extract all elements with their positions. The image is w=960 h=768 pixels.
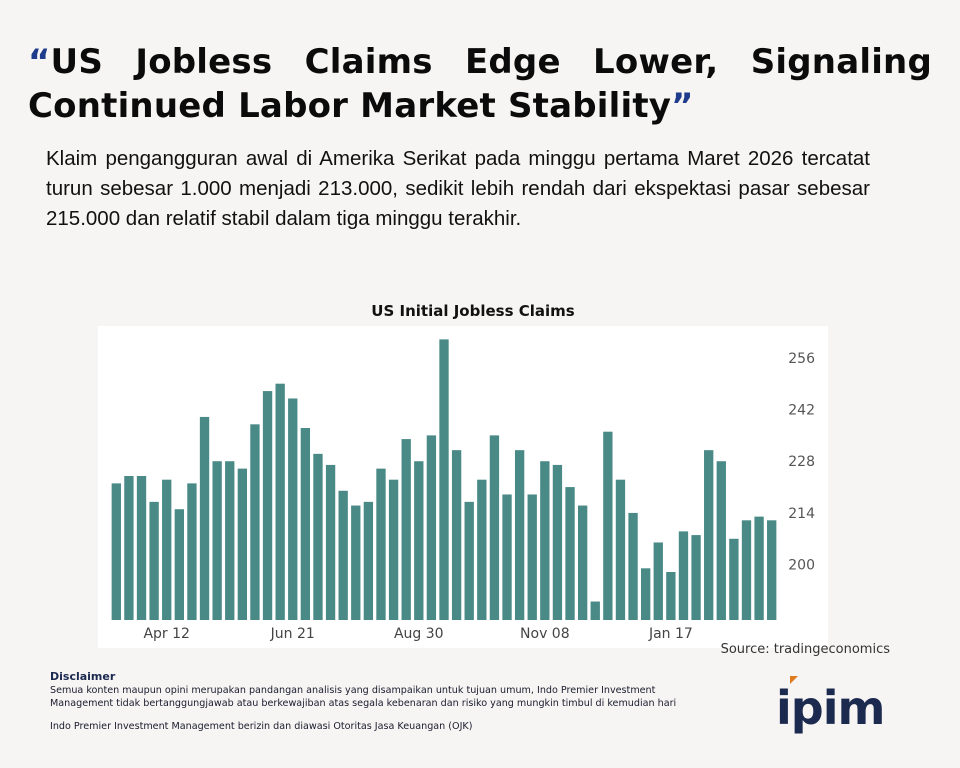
y-tick-label: 242 <box>788 403 815 419</box>
bar <box>300 428 311 620</box>
bar <box>275 383 285 620</box>
bar <box>754 516 764 620</box>
bar <box>124 476 134 620</box>
bar <box>741 520 752 620</box>
chart-title: US Initial Jobless Claims <box>371 302 575 320</box>
ipim-logo: ipim <box>776 676 885 735</box>
bar <box>187 483 197 620</box>
bar <box>653 542 663 620</box>
bar <box>514 450 525 620</box>
bar <box>628 512 638 620</box>
disclaimer: Disclaimer Semua konten maupun opini mer… <box>50 670 770 733</box>
source-label: Source: tradingeconomics <box>720 642 890 657</box>
bar <box>149 501 159 620</box>
bar <box>603 431 613 620</box>
bar <box>451 450 462 620</box>
bar <box>716 461 726 620</box>
bar <box>489 435 500 620</box>
disclaimer-title: Disclaimer <box>50 670 116 683</box>
disclaimer-line: Indo Premier Investment Management beriz… <box>50 721 473 732</box>
bar <box>162 479 172 620</box>
bar <box>288 398 298 620</box>
bar <box>439 339 449 620</box>
bar <box>704 450 714 620</box>
bar <box>502 494 512 620</box>
x-tick-label: Jan 17 <box>648 626 693 642</box>
bar <box>527 494 537 620</box>
bar <box>325 464 336 620</box>
bar <box>666 572 676 620</box>
bar <box>225 461 235 620</box>
bar <box>767 520 777 620</box>
bar <box>615 479 626 620</box>
disclaimer-line: Semua konten maupun opini merupakan pand… <box>50 685 656 696</box>
bar <box>237 468 248 620</box>
bar <box>401 439 411 620</box>
bar <box>136 476 147 620</box>
bar <box>729 538 739 620</box>
bar <box>414 461 424 620</box>
close-quote: ” <box>671 86 694 126</box>
bar <box>262 391 273 620</box>
bar <box>174 509 184 620</box>
bar <box>641 568 651 620</box>
x-tick-label: Nov 08 <box>520 626 570 642</box>
x-tick-label: Jun 21 <box>270 626 315 642</box>
bar <box>552 464 563 620</box>
bar <box>363 501 374 620</box>
lede-paragraph: Klaim pengangguran awal di Amerika Serik… <box>46 147 870 230</box>
bar <box>351 505 361 620</box>
bar <box>212 461 222 620</box>
bar <box>477 479 487 620</box>
bar <box>540 461 550 620</box>
y-tick-label: 200 <box>788 558 815 574</box>
bar <box>565 487 575 620</box>
y-tick-label: 214 <box>788 506 815 522</box>
headline-text: US Jobless Claims Edge Lower, Signaling … <box>28 42 932 126</box>
open-quote: “ <box>28 42 51 82</box>
bar-chart: 200 214 228 242 256 Apr 12 Jun 21 Aug 30 Nov 08 J… <box>111 339 815 642</box>
bar <box>426 435 437 620</box>
bar <box>590 601 600 620</box>
bar <box>577 505 588 620</box>
disclaimer-line: Management tidak bertanggungjawab atau b… <box>50 698 677 709</box>
bar <box>678 531 689 620</box>
y-tick-label: 256 <box>788 351 815 367</box>
bar <box>313 453 323 620</box>
headline: “US Jobless Claims Edge Lower, Signaling… <box>28 40 932 128</box>
x-tick-label: Apr 12 <box>143 626 189 642</box>
logo-wordmark: ipim <box>776 681 884 735</box>
y-tick-label: 228 <box>788 454 815 470</box>
bar <box>199 416 210 620</box>
bar <box>388 479 399 620</box>
bar <box>464 501 474 620</box>
logo-accent-mark <box>790 676 798 684</box>
bar <box>250 424 260 620</box>
bar <box>376 468 386 620</box>
x-tick-label: Aug 30 <box>394 626 444 642</box>
bar <box>691 535 701 620</box>
bar <box>111 483 121 620</box>
bar <box>338 490 348 620</box>
